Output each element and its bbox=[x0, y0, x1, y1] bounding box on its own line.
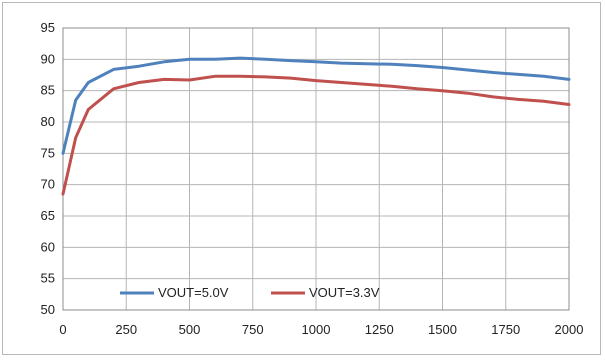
series-line-vout-3-3v bbox=[61, 74, 571, 196]
y-tick-label: 80 bbox=[41, 114, 55, 129]
legend-label-vout-3-3v: VOUT=3.3V bbox=[309, 285, 380, 300]
grid-lines bbox=[62, 27, 570, 311]
series-lines bbox=[61, 56, 571, 196]
y-tick-label: 95 bbox=[41, 20, 55, 35]
y-tick-label: 50 bbox=[41, 302, 55, 317]
x-tick-label: 750 bbox=[242, 322, 264, 337]
x-tick-label: 1500 bbox=[428, 322, 457, 337]
series-line-vout-5v bbox=[61, 56, 571, 155]
x-tick-label: 1750 bbox=[491, 322, 520, 337]
plot-area-border bbox=[62, 27, 570, 311]
y-tick-label: 85 bbox=[41, 83, 55, 98]
x-tick-label: 1250 bbox=[365, 322, 394, 337]
x-axis-tick-labels: 0 250 500 750 1000 1250 1500 1750 2000 bbox=[59, 322, 583, 337]
y-tick-label: 70 bbox=[41, 177, 55, 192]
x-tick-label: 0 bbox=[59, 322, 66, 337]
y-axis-tick-labels: 50 55 60 65 70 75 80 85 90 95 bbox=[41, 20, 55, 317]
x-tick-label: 250 bbox=[115, 322, 137, 337]
efficiency-line-chart: 50 55 60 65 70 75 80 85 90 95 0 250 500 750 1000 1250 1… bbox=[41, 20, 584, 337]
y-tick-label: 90 bbox=[41, 51, 55, 66]
legend: VOUT=5.0V VOUT=3.3V bbox=[120, 285, 380, 300]
chart-frame: 50 55 60 65 70 75 80 85 90 95 0 250 500 750 1000 1250 1… bbox=[2, 2, 601, 355]
y-tick-label: 65 bbox=[41, 208, 55, 223]
plot-area bbox=[62, 27, 570, 311]
x-tick-label: 1000 bbox=[302, 322, 331, 337]
y-tick-label: 75 bbox=[41, 145, 55, 160]
x-tick-label: 500 bbox=[179, 322, 201, 337]
y-tick-label: 60 bbox=[41, 239, 55, 254]
y-tick-label: 55 bbox=[41, 271, 55, 286]
legend-label-vout-5v: VOUT=5.0V bbox=[158, 285, 229, 300]
x-tick-label: 2000 bbox=[555, 322, 584, 337]
